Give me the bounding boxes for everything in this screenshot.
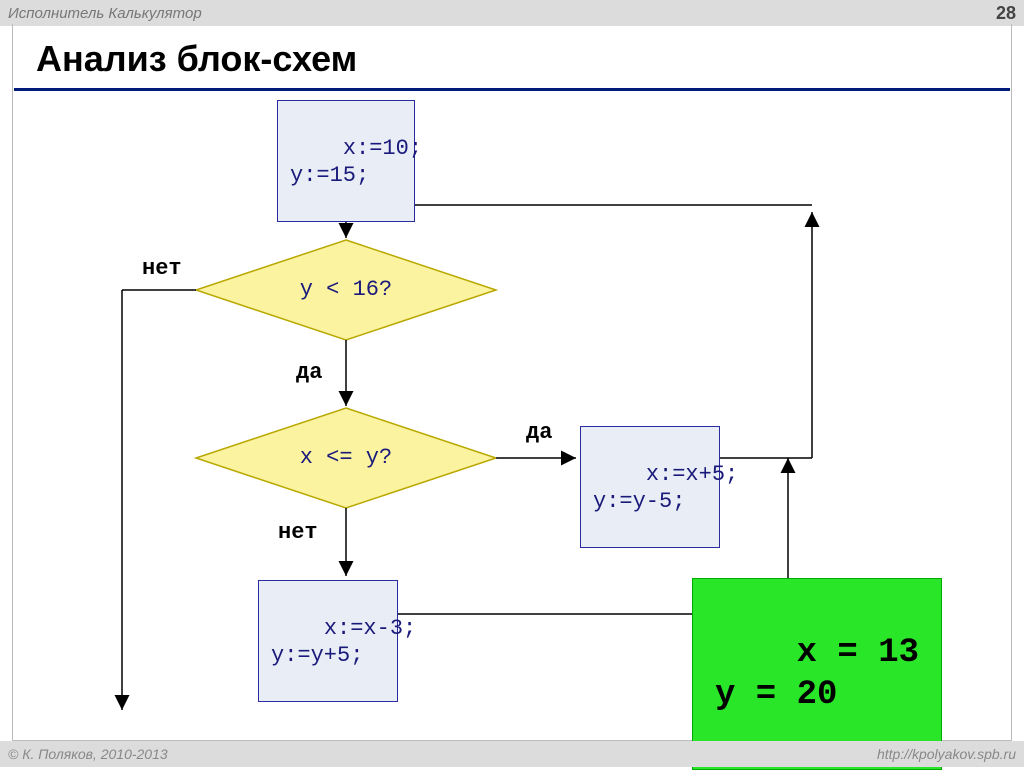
header-subject: Исполнитель Калькулятор — [8, 5, 202, 22]
footer-bar: © К. Поляков, 2010-2013 http://kpolyakov… — [0, 741, 1024, 767]
process-branch-yes: x:=x+5; y:=y-5; — [580, 426, 720, 548]
header-bar: Исполнитель Калькулятор 28 — [0, 0, 1024, 26]
title-underline — [14, 88, 1010, 91]
decision-2-no-label: нет — [278, 520, 318, 545]
process-branch-no-text: x:=x-3; y:=y+5; — [271, 616, 416, 669]
flowchart-canvas: x:=10; y:=15; y < 16? нет да x <= y? да … — [0, 100, 1024, 740]
footer-copyright: © К. Поляков, 2010-2013 — [8, 746, 168, 762]
slide-title: Анализ блок-схем — [36, 38, 357, 80]
decision-2-yes-label: да — [526, 420, 552, 445]
footer-url: http://kpolyakov.spb.ru — [877, 746, 1016, 762]
decision-1-no-label: нет — [142, 256, 182, 281]
process-init: x:=10; y:=15; — [277, 100, 415, 222]
process-init-text: x:=10; y:=15; — [290, 136, 422, 189]
decision-1-label: y < 16? — [296, 277, 396, 302]
process-branch-no: x:=x-3; y:=y+5; — [258, 580, 398, 702]
decision-1-yes-label: да — [296, 360, 322, 385]
slide-number: 28 — [996, 3, 1016, 24]
process-branch-yes-text: x:=x+5; y:=y-5; — [593, 462, 738, 515]
result-text: x = 13 y = 20 — [715, 634, 919, 715]
decision-2-label: x <= y? — [290, 445, 402, 470]
